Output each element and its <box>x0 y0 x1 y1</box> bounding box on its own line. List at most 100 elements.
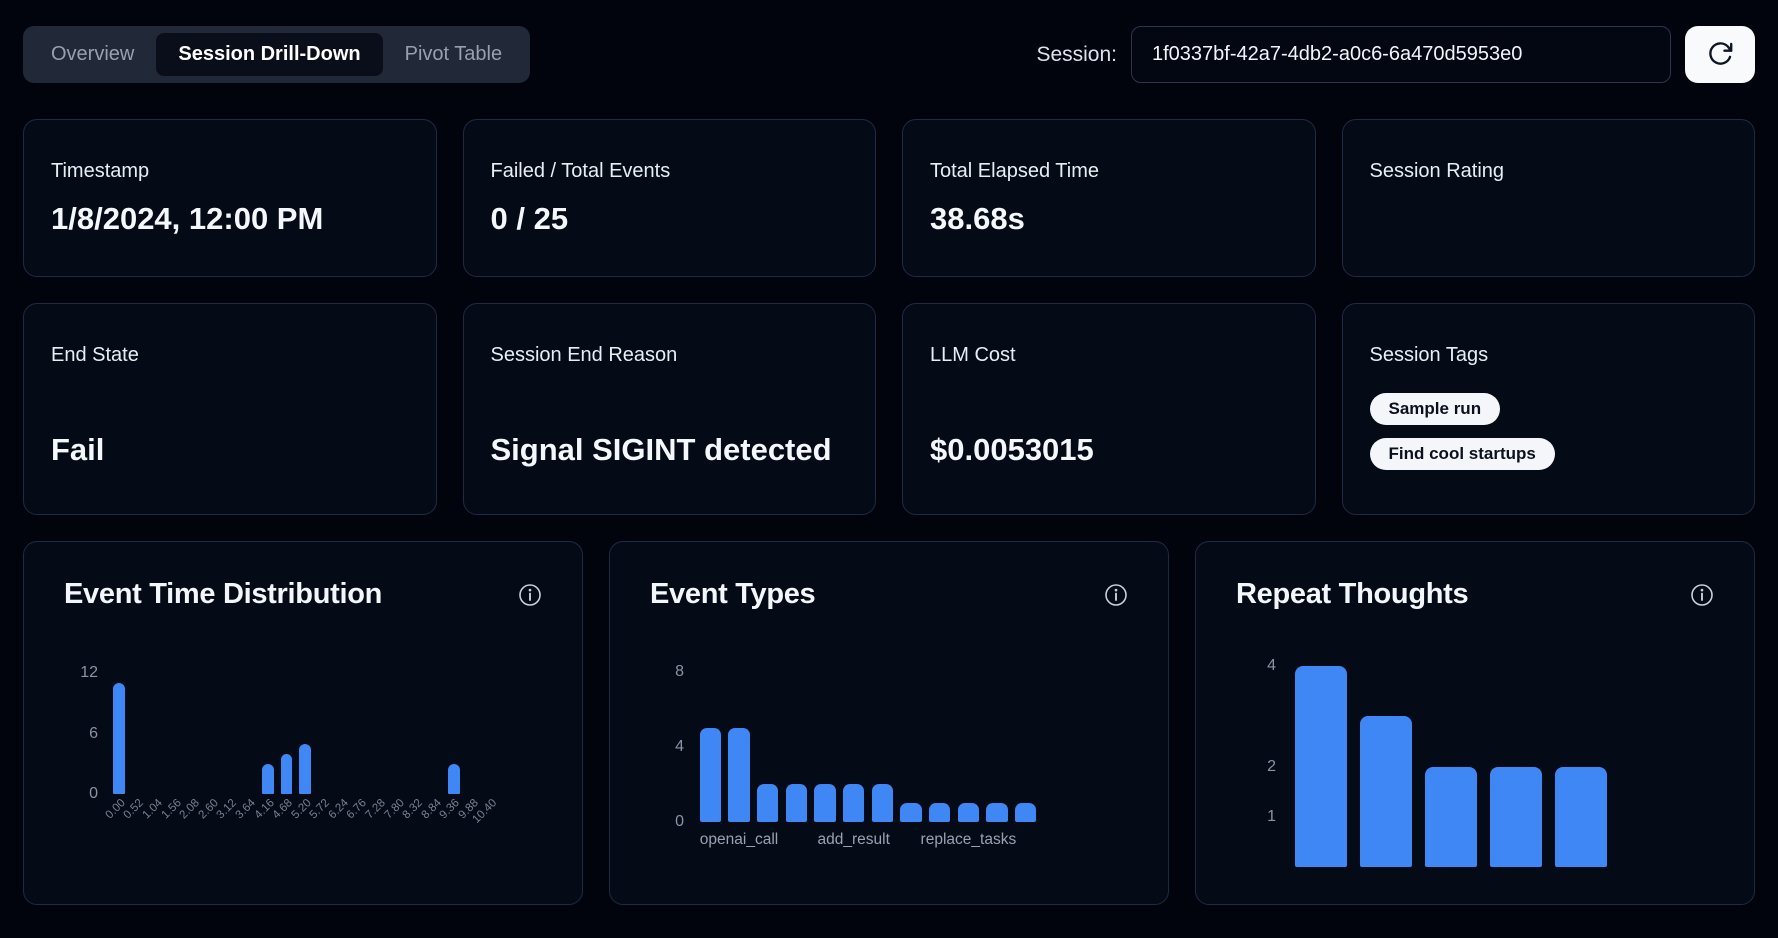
y-tick-label: 4 <box>1267 657 1276 675</box>
bar <box>299 743 311 794</box>
y-tick-label: 12 <box>80 664 98 682</box>
metric-value: 0 / 25 <box>490 201 569 236</box>
info-icon[interactable] <box>1104 583 1128 607</box>
y-axis: 0 4 8 <box>650 663 696 830</box>
bar <box>728 727 750 822</box>
metric-label: Session Tags <box>1369 344 1489 366</box>
bar-slot <box>811 664 840 822</box>
metric-card-session-end-reason: Session End Reason Signal SIGINT detected <box>462 303 876 515</box>
metrics-row-1: Timestamp 1/8/2024, 12:00 PM Failed / Tota… <box>23 119 1755 277</box>
bars-area: openai_call add_result replace_tasks <box>696 664 1040 848</box>
bar <box>261 763 274 794</box>
metric-label: Session Rating <box>1369 160 1505 182</box>
bar-slot <box>1484 651 1549 867</box>
bar-slot: 3.64 <box>234 661 259 821</box>
x-tick-label: 7.28 <box>363 797 388 822</box>
bar-slot <box>1288 651 1353 867</box>
bar-slot: 7.80 <box>382 661 408 821</box>
chart-header: Event Types <box>650 578 1128 611</box>
bar-slot: 7.28 <box>364 661 389 821</box>
refresh-button[interactable] <box>1685 26 1755 83</box>
bar-slot: 8.84 <box>419 661 445 821</box>
bar-slot: add_result <box>817 664 890 848</box>
metric-card-session-rating: Session Rating <box>1341 119 1755 277</box>
metric-label: Session End Reason <box>490 344 678 366</box>
chart-card-repeat-thoughts: Repeat Thoughts 1 2 4 <box>1195 541 1755 905</box>
bar-slot: 4.16 <box>252 661 278 821</box>
info-icon[interactable] <box>518 583 542 607</box>
bar-slot: 10.40 <box>471 661 501 826</box>
chart-title: Repeat Thoughts <box>1236 578 1469 610</box>
bar-slot <box>983 664 1012 822</box>
x-tick-label: 3.64 <box>233 797 258 822</box>
bar-slot: 1.56 <box>159 661 185 821</box>
session-tags-list: Sample run Find cool startups <box>1369 393 1728 470</box>
session-label: Session: <box>1036 42 1117 66</box>
bar-slot: 6.24 <box>326 661 352 821</box>
bar-slot <box>782 664 811 822</box>
chart-card-event-types: Event Types 0 4 8 openai_call add_result repla… <box>609 541 1169 905</box>
y-tick-label: 6 <box>89 724 98 742</box>
chart-plot-area: 1 2 4 <box>1236 651 1714 867</box>
chart-card-event-time-distribution: Event Time Distribution 0 6 12 0.00 0.52 1.04 1… <box>23 541 583 905</box>
y-axis: 0 6 12 <box>64 661 110 802</box>
bar-slot <box>696 664 725 822</box>
bar-slot <box>897 664 926 822</box>
bar-slot <box>1418 651 1483 867</box>
bar-slot: 3.12 <box>215 661 240 821</box>
x-tick-label: openai_call <box>699 831 779 848</box>
y-tick-label: 0 <box>89 785 98 802</box>
x-tick-label: add_result <box>817 831 890 848</box>
bar-slot: 6.76 <box>345 661 371 821</box>
y-tick-label: 0 <box>675 813 684 830</box>
bar <box>1555 766 1608 867</box>
bar <box>843 784 865 822</box>
metric-label: End State <box>51 344 139 366</box>
bar-slot: 2.60 <box>196 661 222 821</box>
metric-label: LLM Cost <box>930 344 1016 366</box>
bar-slot: 1.04 <box>141 661 166 821</box>
metric-card-total-elapsed-time: Total Elapsed Time 38.68s <box>902 119 1316 277</box>
bar-slot: 9.88 <box>456 661 482 821</box>
bar-slot <box>1353 651 1418 867</box>
metric-card-failed-total-events: Failed / Total Events 0 / 25 <box>462 119 876 277</box>
tab-overview[interactable]: Overview <box>29 33 156 76</box>
bar <box>699 727 721 822</box>
bar-slot <box>868 664 897 822</box>
bar-slot <box>753 664 782 822</box>
metric-card-llm-cost: LLM Cost $0.0053015 <box>902 303 1316 515</box>
bar <box>113 683 126 794</box>
bar-slot: 0.00 <box>103 661 129 821</box>
bar <box>900 803 922 822</box>
chart-title: Event Types <box>650 578 816 610</box>
chart-plot-area: 0 6 12 0.00 0.52 1.04 1.56 2.08 2.60 3.12 3.64 4.16… <box>64 661 542 826</box>
charts-row: Event Time Distribution 0 6 12 0.00 0.52 1.04 1… <box>23 541 1755 905</box>
bar <box>785 784 807 822</box>
metric-value: $0.0053015 <box>930 432 1094 468</box>
bar-slot: 4.68 <box>271 661 296 821</box>
bar-slot: 5.72 <box>308 661 333 821</box>
tab-session-drill-down[interactable]: Session Drill-Down <box>156 33 383 76</box>
metric-value: Fail <box>51 432 105 468</box>
session-id-input[interactable] <box>1131 26 1671 83</box>
bar-slot: 8.32 <box>401 661 426 821</box>
metric-label: Failed / Total Events <box>490 160 671 182</box>
tab-pivot-table[interactable]: Pivot Table <box>383 33 524 76</box>
metric-label: Timestamp <box>51 160 150 182</box>
x-tick-label: replace_tasks <box>920 831 1017 848</box>
bar-slot: 9.36 <box>438 661 463 821</box>
bar <box>957 803 979 822</box>
bar-slot: 0.52 <box>122 661 148 821</box>
chart-header: Repeat Thoughts <box>1236 578 1714 611</box>
chart-plot-area: 0 4 8 openai_call add_result replace_tasks <box>650 663 1128 848</box>
bar-slot: 2.08 <box>178 661 203 821</box>
bar <box>986 803 1008 822</box>
bar-slot: 5.20 <box>289 661 315 821</box>
bar <box>871 784 893 822</box>
bar-slot <box>1011 664 1040 822</box>
info-icon[interactable] <box>1690 583 1714 607</box>
y-tick-label: 1 <box>1267 807 1276 825</box>
session-tag: Sample run <box>1369 393 1501 425</box>
bar <box>1015 803 1037 822</box>
